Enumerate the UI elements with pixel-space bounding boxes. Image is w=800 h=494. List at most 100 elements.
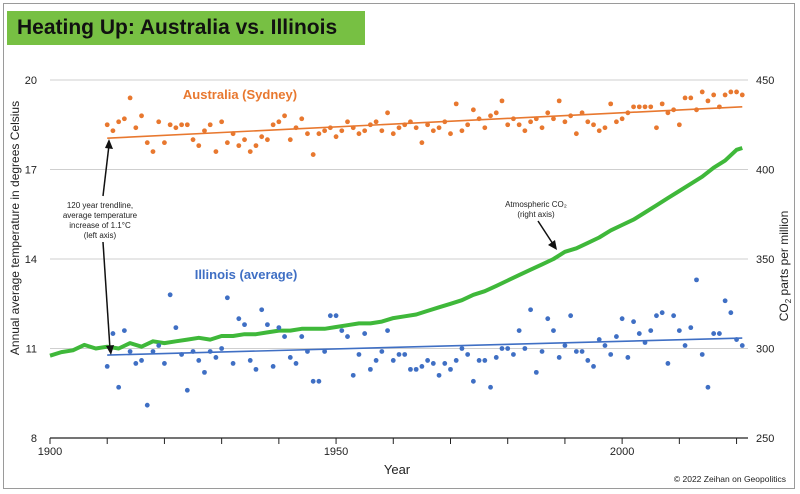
australia-point xyxy=(156,119,162,125)
australia-point xyxy=(591,122,596,128)
australia-point xyxy=(482,125,488,131)
illinois-point xyxy=(270,364,276,369)
illinois-point xyxy=(551,328,556,333)
label-trend-line2: average temperature xyxy=(63,211,138,220)
australia-point xyxy=(350,125,356,131)
australia-point xyxy=(287,137,293,143)
x-tick-label: 1900 xyxy=(38,446,62,458)
illinois-point xyxy=(253,366,259,372)
illinois-point xyxy=(448,366,453,372)
illinois-point xyxy=(545,316,551,322)
australia-point xyxy=(339,128,345,134)
illinois-point xyxy=(190,349,196,354)
illinois-point xyxy=(333,313,339,319)
label-trend-line3: increase of 1.1°C xyxy=(69,221,131,230)
illinois-point xyxy=(716,331,722,336)
australia-point xyxy=(499,98,505,104)
australia-point xyxy=(614,119,619,125)
illinois-point xyxy=(694,277,699,283)
australia-point xyxy=(396,125,402,131)
y2-axis-title: CO2 parts per million xyxy=(777,211,793,321)
australia-point xyxy=(694,107,699,113)
illinois-point xyxy=(339,328,345,333)
y-tick-label: 17 xyxy=(25,165,37,177)
illinois-point xyxy=(419,364,425,369)
australia-point xyxy=(104,122,110,128)
y-axis-title: Annual average temperature in degrees Ce… xyxy=(8,101,22,355)
label-australia: Australia (Sydney) xyxy=(183,87,297,102)
illinois-point xyxy=(631,319,636,325)
australia-point xyxy=(516,122,522,128)
australia-point xyxy=(196,143,202,149)
australia-point xyxy=(362,128,368,134)
australia-point xyxy=(316,131,322,137)
y2-axis-title-co: CO xyxy=(777,303,791,321)
illinois-point xyxy=(219,346,225,351)
illinois-point xyxy=(305,349,310,354)
australia-point xyxy=(711,92,717,98)
arrowhead-illinois xyxy=(106,345,114,355)
australia-point xyxy=(642,104,648,110)
australia-point xyxy=(270,122,276,128)
illinois-point xyxy=(310,378,316,384)
australia-point xyxy=(470,107,476,113)
illinois-point xyxy=(396,352,402,357)
australia-point xyxy=(162,140,167,146)
illinois-point xyxy=(408,366,413,372)
arrow-to-australia-trend xyxy=(102,144,110,197)
illinois-point xyxy=(505,346,511,351)
illinois-point xyxy=(345,334,350,339)
australia-point xyxy=(682,95,688,101)
x-tick-label: 1950 xyxy=(324,446,348,458)
australia-point xyxy=(528,119,533,125)
illinois-point xyxy=(568,313,574,319)
australia-point xyxy=(236,143,242,149)
illinois-point xyxy=(482,358,488,363)
illinois-point xyxy=(539,349,545,354)
australia-point xyxy=(728,89,734,95)
illinois-point xyxy=(665,361,671,366)
y-tick-label: 20 xyxy=(25,75,37,87)
illinois-point xyxy=(265,322,270,328)
australia-point xyxy=(436,125,442,131)
illinois-point xyxy=(453,358,459,363)
australia-point xyxy=(133,125,139,131)
copyright-credit: © 2022 Zeihan on Geopolitics xyxy=(673,474,786,484)
australia-point xyxy=(425,122,431,128)
illinois-point xyxy=(676,328,682,333)
illinois-point xyxy=(133,361,139,366)
australia-point xyxy=(144,140,150,146)
australia-point xyxy=(676,122,682,128)
australia-point xyxy=(556,98,562,104)
illinois-point xyxy=(436,372,442,378)
illinois-point xyxy=(139,358,144,363)
australia-point xyxy=(631,104,636,110)
illinois-point xyxy=(425,358,431,363)
illinois-point xyxy=(722,298,728,304)
australia-point xyxy=(654,125,659,131)
illinois-point xyxy=(739,343,745,348)
illinois-point xyxy=(316,378,322,384)
illinois-point xyxy=(430,361,436,366)
illinois-point xyxy=(528,307,533,313)
illinois-point xyxy=(213,355,219,360)
illinois-point xyxy=(688,325,694,331)
australia-point xyxy=(585,119,591,125)
australia-point xyxy=(448,131,453,137)
illinois-point xyxy=(648,328,654,333)
co2-line xyxy=(49,146,743,358)
illinois-point xyxy=(356,352,362,357)
illinois-point xyxy=(299,334,305,339)
illinois-point xyxy=(104,364,110,369)
illinois-point xyxy=(322,349,328,354)
illinois-point xyxy=(511,352,516,357)
australia-point xyxy=(551,116,556,122)
y2-tick-label: 400 xyxy=(756,165,774,177)
illinois-point xyxy=(224,295,230,301)
illinois-point xyxy=(287,355,293,360)
x-axis-title: Year xyxy=(384,462,411,477)
illinois-point xyxy=(608,352,614,357)
y-tick-label: 11 xyxy=(26,344,37,356)
australia-point xyxy=(150,149,156,155)
illinois-point xyxy=(625,355,631,360)
